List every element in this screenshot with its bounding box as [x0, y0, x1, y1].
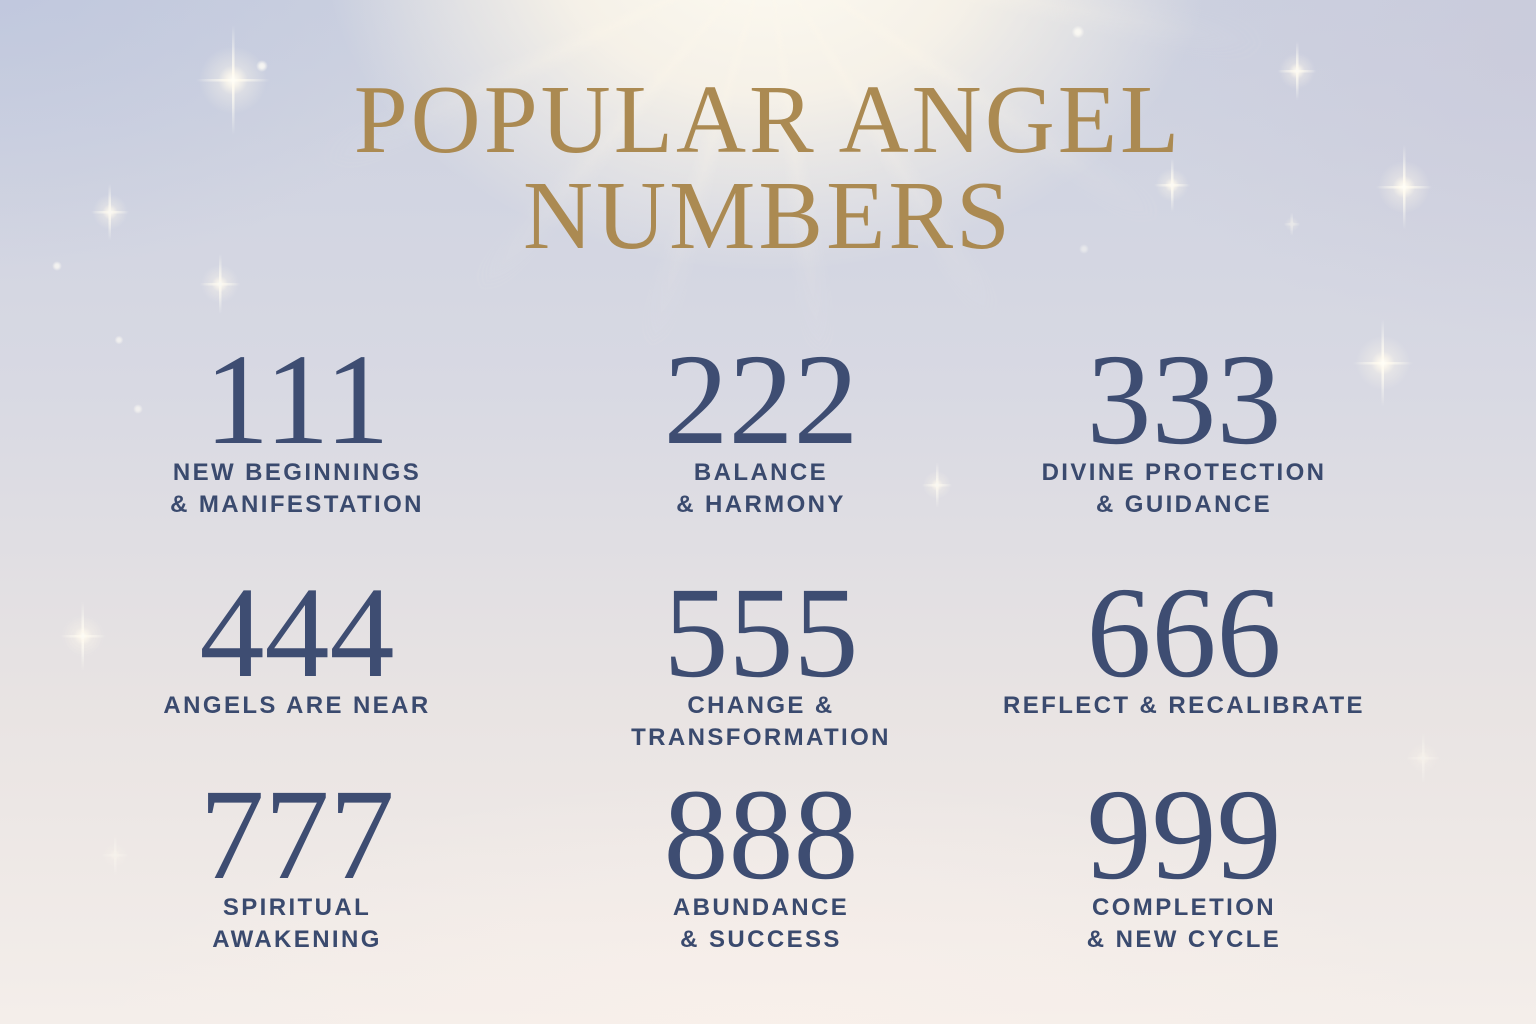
meaning-line1: BALANCE	[693, 459, 829, 486]
angel-number-meaning: ABUNDANCE & SUCCESS	[524, 892, 998, 956]
meaning-line1: NEW BEGINNINGS	[172, 459, 422, 486]
angel-number-meaning: SPIRITUAL AWAKENING	[70, 892, 524, 956]
meaning-line1: COMPLETION	[1092, 894, 1276, 921]
meaning-line2: TRANSFORMATION	[631, 724, 891, 751]
angel-number-value: 777	[199, 763, 395, 907]
angel-number-value: 888	[663, 763, 859, 907]
meaning-line1: DIVINE PROTECTION	[1041, 459, 1327, 486]
angel-number-card-777: 777 SPIRITUAL AWAKENING	[70, 770, 524, 956]
angel-number-card-888: 888 ABUNDANCE & SUCCESS	[524, 770, 998, 956]
angel-number-card-111: 111 NEW BEGINNINGS & MANIFESTATION	[70, 335, 524, 568]
sparkle-dot-icon	[256, 60, 268, 72]
angel-number-card-666: 666 REFLECT & RECALIBRATE	[998, 568, 1370, 770]
meaning-line2: & GUIDANCE	[1095, 491, 1272, 518]
angel-number-meaning: NEW BEGINNINGS & MANIFESTATION	[70, 457, 524, 521]
page-title-line1: POPULAR ANGEL	[353, 66, 1183, 173]
meaning-line1: ANGELS ARE NEAR	[163, 692, 431, 719]
meaning-line2: & SUCCESS	[680, 926, 842, 953]
angel-number-value: 999	[1086, 763, 1282, 907]
angel-number-value: 444	[199, 561, 395, 705]
angel-number-card-999: 999 COMPLETION & NEW CYCLE	[998, 770, 1370, 956]
sparkle-star-icon	[1403, 730, 1443, 786]
angel-number-card-333: 333 DIVINE PROTECTION & GUIDANCE	[998, 335, 1370, 568]
meaning-line2: AWAKENING	[212, 926, 382, 953]
angel-number-value: 333	[1086, 328, 1282, 472]
page-title-line2: NUMBERS	[523, 162, 1013, 269]
meaning-line2: & MANIFESTATION	[170, 491, 424, 518]
meaning-line1: REFLECT & RECALIBRATE	[1003, 692, 1365, 719]
meaning-line1: ABUNDANCE	[672, 894, 850, 921]
angel-number-value: 111	[204, 328, 390, 472]
angel-number-card-444: 444 ANGELS ARE NEAR	[70, 568, 524, 770]
meaning-line2: & NEW CYCLE	[1086, 926, 1282, 953]
angel-number-value: 666	[1086, 561, 1282, 705]
angel-number-meaning: DIVINE PROTECTION & GUIDANCE	[998, 457, 1370, 521]
angel-number-meaning: ANGELS ARE NEAR	[70, 690, 524, 722]
meaning-line1: SPIRITUAL	[222, 894, 372, 921]
angel-number-card-222: 222 BALANCE & HARMONY	[524, 335, 998, 568]
page-title: POPULAR ANGEL NUMBERS	[0, 66, 1536, 269]
sparkle-dot-icon	[1071, 25, 1085, 39]
angel-number-value: 555	[663, 561, 859, 705]
angel-number-meaning: BALANCE & HARMONY	[524, 457, 998, 521]
angel-numbers-grid: 111 NEW BEGINNINGS & MANIFESTATION 222 B…	[70, 335, 1370, 956]
meaning-line2: & HARMONY	[676, 491, 846, 518]
angel-number-value: 222	[663, 328, 859, 472]
angel-number-meaning: COMPLETION & NEW CYCLE	[998, 892, 1370, 956]
angel-number-meaning: REFLECT & RECALIBRATE	[998, 690, 1370, 722]
meaning-line1: CHANGE &	[687, 692, 835, 719]
angel-number-meaning: CHANGE & TRANSFORMATION	[524, 690, 998, 754]
angel-number-card-555: 555 CHANGE & TRANSFORMATION	[524, 568, 998, 770]
